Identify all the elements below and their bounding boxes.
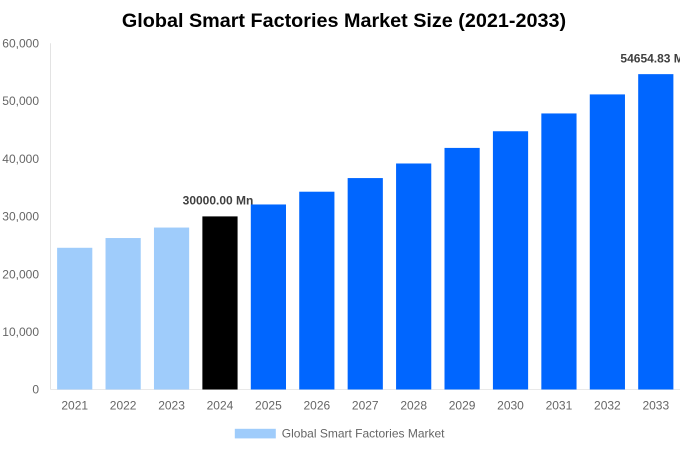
svg-text:2022: 2022 — [110, 399, 137, 413]
svg-text:2021: 2021 — [61, 399, 88, 413]
svg-text:2028: 2028 — [400, 399, 427, 413]
svg-text:2033: 2033 — [642, 399, 669, 413]
svg-text:60,000: 60,000 — [2, 37, 39, 51]
svg-text:50,000: 50,000 — [2, 94, 39, 108]
svg-text:2031: 2031 — [546, 399, 573, 413]
svg-text:30000.00 Mn: 30000.00 Mn — [183, 194, 254, 208]
svg-text:2024: 2024 — [207, 399, 234, 413]
svg-text:Global Smart Factories Market: Global Smart Factories Market — [282, 427, 445, 441]
svg-text:2032: 2032 — [594, 399, 621, 413]
svg-text:10,000: 10,000 — [2, 325, 39, 339]
svg-text:Global Smart Factories Market: Global Smart Factories Market Size (2021… — [122, 10, 566, 32]
svg-text:2023: 2023 — [158, 399, 185, 413]
svg-text:20,000: 20,000 — [2, 267, 39, 281]
svg-text:2026: 2026 — [303, 399, 330, 413]
svg-text:2027: 2027 — [352, 399, 379, 413]
svg-text:30,000: 30,000 — [2, 210, 39, 224]
svg-text:2025: 2025 — [255, 399, 282, 413]
svg-text:2030: 2030 — [497, 399, 524, 413]
svg-text:2029: 2029 — [449, 399, 476, 413]
svg-text:0: 0 — [32, 383, 39, 397]
svg-text:54654.83 Mn: 54654.83 Mn — [620, 51, 680, 65]
svg-text:40,000: 40,000 — [2, 152, 39, 166]
